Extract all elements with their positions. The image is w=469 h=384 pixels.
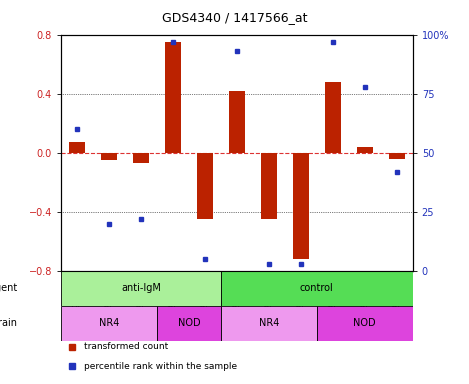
Text: strain: strain [0,318,18,328]
Text: GDS4340 / 1417566_at: GDS4340 / 1417566_at [162,12,307,25]
Bar [261,153,277,219]
Bar [229,91,245,153]
Text: control: control [300,283,333,293]
Bar [221,306,317,341]
Bar [61,306,157,341]
Bar [133,153,149,163]
Text: NR4: NR4 [258,318,279,328]
Text: transformed count: transformed count [84,342,168,351]
Bar [325,82,341,153]
Bar [61,271,221,306]
Bar [389,153,405,159]
Text: anti-IgM: anti-IgM [121,283,161,293]
Text: NOD: NOD [178,318,200,328]
Bar [357,147,373,153]
Bar [101,153,117,160]
Text: percentile rank within the sample: percentile rank within the sample [84,362,237,371]
Bar [221,271,413,306]
Bar [69,142,85,153]
Bar [197,153,213,219]
Bar [165,42,181,153]
Text: agent: agent [0,283,18,293]
Bar [157,306,221,341]
Bar [293,153,309,259]
Bar [317,306,413,341]
Text: NOD: NOD [354,318,376,328]
Text: NR4: NR4 [99,318,119,328]
